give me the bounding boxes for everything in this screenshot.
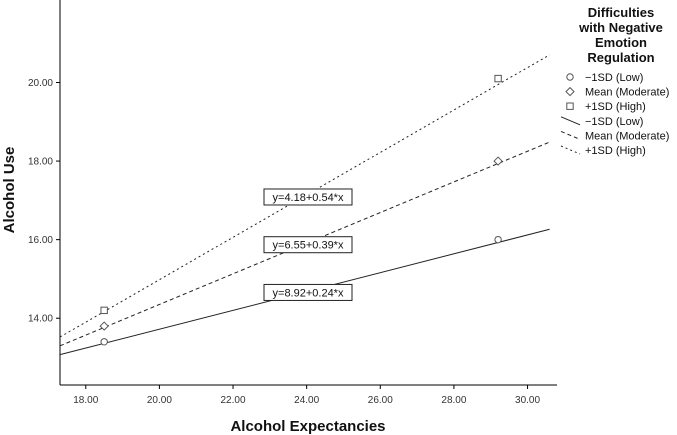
equation-label: y=8.92+0.24*x: [273, 287, 344, 299]
equation-box: [263, 188, 353, 206]
legend-line-dotted: [560, 145, 581, 155]
x-tick-label: 20.00: [147, 395, 172, 406]
equation-label: y=4.18+0.54*x: [273, 192, 344, 204]
legend-label: −1SD (Low): [585, 72, 643, 84]
x-tick-label: 30.00: [515, 395, 540, 406]
plot-area: [59, 0, 557, 386]
legend-line-solid: [560, 116, 581, 126]
y-tick-label: 16.00: [28, 235, 53, 246]
legend-title-line: Regulation: [587, 50, 654, 65]
x-tick-label: 22.00: [221, 395, 246, 406]
y-tick-label: 20.00: [28, 78, 53, 89]
legend-label: −1SD (Low): [585, 116, 643, 128]
x-tick-label: 24.00: [294, 395, 319, 406]
data-point-circle: [100, 338, 108, 346]
y-tick-labels: 14.00 16.00 18.00 20.00: [28, 78, 60, 325]
series-points: [99, 74, 503, 346]
data-point-square: [494, 74, 502, 83]
legend-label: +1SD (High): [585, 101, 646, 113]
data-point-circle: [494, 235, 502, 244]
legend-symbol-diamond: [565, 86, 575, 97]
x-tick-label: 18.00: [73, 395, 98, 406]
legend-symbol-square: [566, 102, 574, 110]
legend-title-line: with Negative: [578, 20, 663, 35]
y-tick-label: 14.00: [28, 314, 53, 325]
y-tick-label: 18.00: [28, 157, 53, 168]
y-axis-title: Alcohol Use: [1, 147, 18, 234]
legend-label: Mean (Moderate): [585, 130, 669, 142]
series-line: [59, 54, 550, 338]
legend-title-line: Difficulties: [588, 5, 654, 20]
equation-box: [263, 236, 353, 254]
series-line: [59, 141, 550, 347]
x-tick-labels: 18.00 20.00 22.00 24.00 26.00 28.00 30.00: [73, 385, 540, 406]
data-point-diamond: [493, 156, 503, 166]
equation-box: [263, 283, 353, 301]
equation-label: y=6.55+0.39*x: [273, 240, 344, 252]
x-tick-label: 28.00: [441, 395, 466, 406]
legend-symbol-circle: [566, 73, 574, 81]
equation-labels: y=8.92+0.24*x y=6.55+0.39*x y=4.18+0.54*x: [263, 188, 353, 301]
x-tick-label: 26.00: [368, 395, 393, 406]
data-point-square: [100, 306, 108, 315]
legend-title-line: Emotion: [595, 35, 647, 50]
data-point-diamond: [99, 321, 109, 331]
legend-label: +1SD (High): [585, 145, 646, 157]
x-axis-title: Alcohol Expectancies: [230, 418, 385, 435]
legend-line-dashed: [560, 130, 581, 140]
legend-label: Mean (Moderate): [585, 87, 669, 99]
